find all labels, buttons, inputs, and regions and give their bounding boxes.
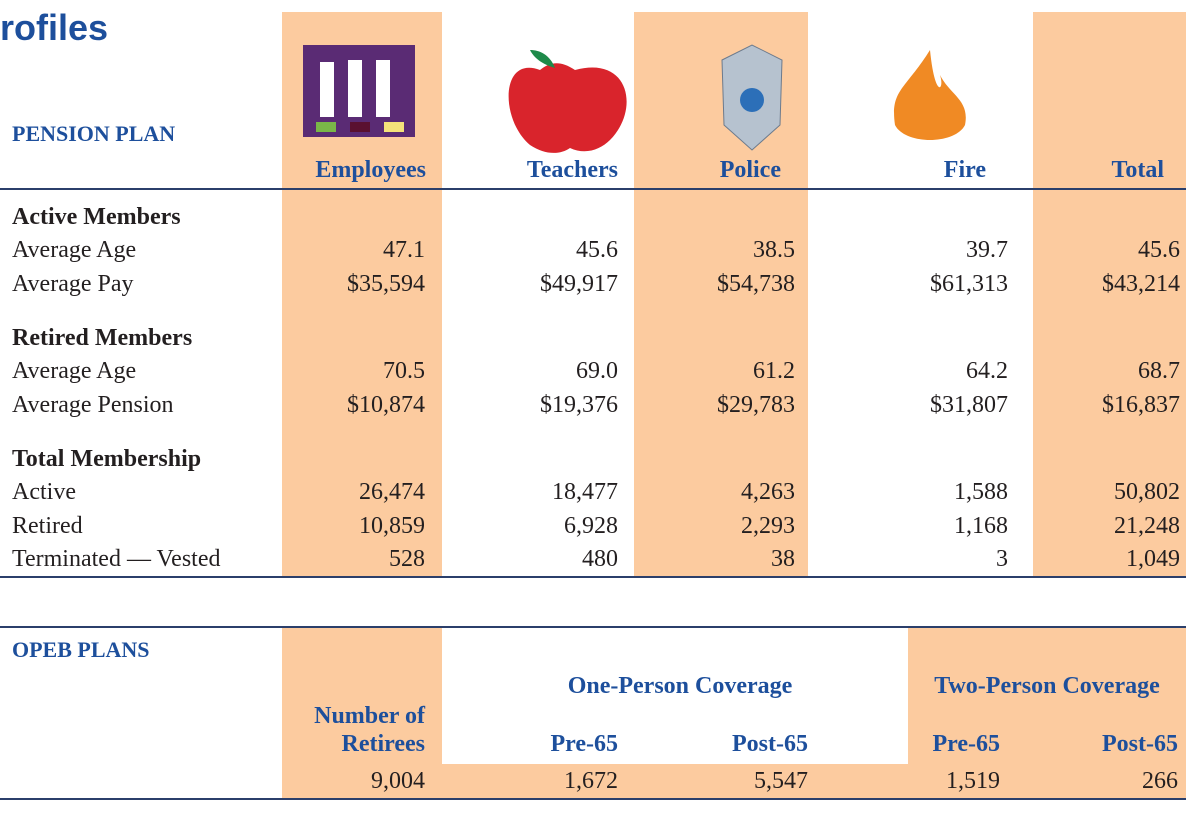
page-title: rofiles (0, 8, 108, 48)
cell: 69.0 (576, 357, 618, 385)
page: rofiles PENSION PLAN OPEB PLANS Employee… (0, 0, 1186, 825)
row-label: Average Age (12, 236, 136, 264)
cell: 10,859 (359, 512, 425, 540)
column-header: Fire (786, 156, 986, 184)
section-title: PENSION PLAN (12, 120, 175, 148)
cell: 6,928 (564, 512, 618, 540)
cell: 2,293 (741, 512, 795, 540)
cell: $61,313 (930, 270, 1008, 298)
cell: 528 (389, 545, 425, 573)
rule (0, 188, 1186, 190)
row-label: Average Pay (12, 270, 134, 298)
row-label: Active (12, 478, 76, 506)
cell: $19,376 (540, 391, 618, 419)
cell: $49,917 (540, 270, 618, 298)
cell: $29,783 (717, 391, 795, 419)
column-header: Post-65 (658, 730, 808, 758)
cell: $10,874 (347, 391, 425, 419)
row-heading: Active Members (12, 203, 181, 231)
cell: $31,807 (930, 391, 1008, 419)
row-heading: Retired Members (12, 324, 192, 352)
column-header: Number of Retirees (295, 702, 425, 758)
column-header: Pre-65 (468, 730, 618, 758)
rule (0, 626, 1186, 628)
row-heading: Total Membership (12, 445, 201, 473)
cell: 1,588 (954, 478, 1008, 506)
cell: 64.2 (966, 357, 1008, 385)
cell: 3 (996, 545, 1008, 573)
cell: 1,672 (564, 767, 618, 795)
cell: 480 (582, 545, 618, 573)
section-title: OPEB PLANS (12, 636, 150, 664)
cell: 5,547 (754, 767, 808, 795)
cell: 50,802 (1114, 478, 1180, 506)
cell: 4,263 (741, 478, 795, 506)
cell: $43,214 (1102, 270, 1180, 298)
cell: 26,474 (359, 478, 425, 506)
column-header: Total (964, 156, 1164, 184)
cell: 61.2 (753, 357, 795, 385)
column-header: Employees (226, 156, 426, 184)
cell: 45.6 (576, 236, 618, 264)
row-label: Average Age (12, 357, 136, 385)
column-header: Post-65 (1028, 730, 1178, 758)
cell: $35,594 (347, 270, 425, 298)
cell: 266 (1142, 767, 1178, 795)
cell: 18,477 (552, 478, 618, 506)
cell: 21,248 (1114, 512, 1180, 540)
group-header: One-Person Coverage (500, 672, 860, 700)
cell: 1,168 (954, 512, 1008, 540)
group-header: Two-Person Coverage (908, 672, 1186, 700)
cell: 38.5 (753, 236, 795, 264)
cell: $54,738 (717, 270, 795, 298)
cell: 38 (771, 545, 795, 573)
cell: $16,837 (1102, 391, 1180, 419)
cell: 70.5 (383, 357, 425, 385)
rule (0, 576, 1186, 578)
column-header: Pre-65 (850, 730, 1000, 758)
cell: 45.6 (1138, 236, 1180, 264)
apple-icon (509, 63, 627, 153)
cell: 9,004 (371, 767, 425, 795)
row-label: Average Pension (12, 391, 174, 419)
row-label: Retired (12, 512, 83, 540)
cell: 68.7 (1138, 357, 1180, 385)
rule (0, 798, 1186, 800)
row-label: Terminated — Vested (12, 545, 221, 573)
cell: 47.1 (383, 236, 425, 264)
cell: 39.7 (966, 236, 1008, 264)
cell: 1,519 (946, 767, 1000, 795)
fire-icon (894, 50, 966, 140)
cell: 1,049 (1126, 545, 1180, 573)
column-header: Police (581, 156, 781, 184)
